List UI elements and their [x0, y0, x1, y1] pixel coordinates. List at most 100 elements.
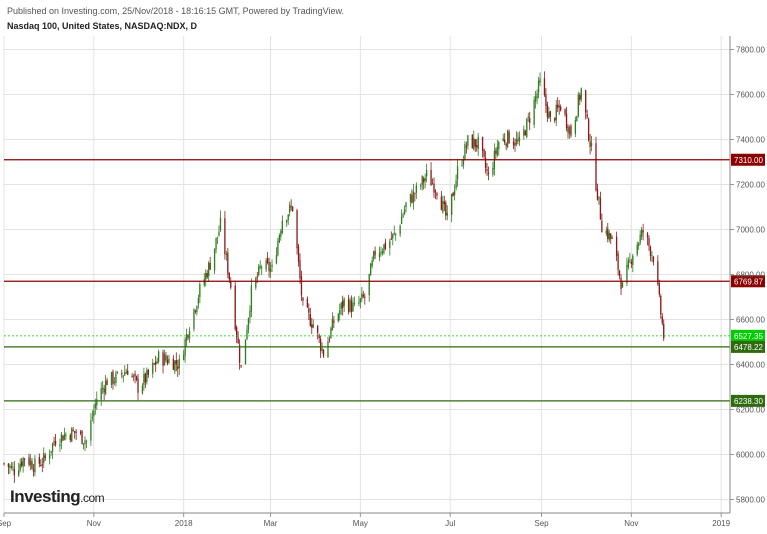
candle	[112, 369, 114, 390]
candle	[508, 129, 510, 144]
candle-body	[299, 260, 301, 279]
candle-body	[134, 373, 136, 376]
candle-body	[658, 283, 660, 295]
candle	[423, 176, 425, 190]
candle	[465, 141, 468, 154]
candle-body	[75, 431, 77, 433]
candle-body	[586, 114, 588, 118]
candle	[237, 331, 239, 344]
candle-body	[649, 246, 652, 256]
candle-body	[445, 202, 447, 216]
candle-body	[240, 365, 242, 367]
candle-body	[486, 169, 488, 171]
candle	[340, 301, 342, 315]
candle	[526, 117, 528, 139]
candle	[291, 206, 294, 212]
candle-body	[629, 259, 631, 261]
candle-body	[390, 238, 392, 240]
candle-body	[392, 233, 394, 239]
candle-body	[651, 255, 653, 257]
candle-body	[534, 96, 537, 102]
candle-body	[399, 225, 401, 235]
candle-body	[258, 265, 260, 276]
candle-body	[266, 258, 269, 263]
x-tick-label: May	[353, 519, 368, 528]
candle-body	[362, 294, 364, 297]
candle	[495, 147, 497, 161]
candle	[523, 125, 525, 140]
candle	[361, 287, 363, 303]
candle	[116, 371, 119, 375]
candle	[299, 253, 301, 284]
candle	[121, 369, 123, 379]
candle	[392, 233, 394, 246]
candle-body	[308, 308, 310, 313]
candle	[177, 359, 179, 377]
candle-body	[403, 209, 406, 214]
candle-body	[146, 370, 148, 382]
candle	[29, 454, 32, 471]
candle-body	[203, 279, 205, 286]
candle	[261, 264, 263, 276]
candle	[44, 452, 46, 461]
price-tag-label: 6527.35	[734, 332, 763, 341]
candle-body	[3, 463, 5, 465]
candle	[74, 431, 76, 439]
candle-body	[585, 90, 587, 113]
candle	[514, 138, 516, 152]
candle	[184, 336, 186, 363]
candle-body	[177, 366, 179, 370]
candle-body	[660, 296, 662, 315]
candle	[586, 109, 588, 119]
candle-body	[350, 300, 353, 312]
candle-body	[51, 443, 54, 452]
candle-body	[349, 299, 351, 312]
candle	[23, 457, 26, 467]
candle-body	[412, 191, 415, 203]
candle-body	[143, 373, 145, 386]
candle-body	[361, 293, 363, 300]
candle-body	[286, 220, 288, 223]
candle	[477, 132, 479, 157]
candle	[467, 134, 469, 150]
candle-body	[598, 196, 600, 199]
candle-body	[353, 302, 356, 304]
candle	[281, 215, 283, 235]
candle	[124, 365, 126, 377]
candle-body	[152, 362, 154, 374]
candle	[627, 257, 630, 270]
candle-body	[424, 178, 426, 181]
candle	[486, 163, 488, 177]
candle	[3, 462, 5, 466]
chart-title: Nasdaq 100, United States, NASDAQ:NDX, D	[7, 21, 198, 31]
candle	[590, 135, 593, 152]
candle	[399, 224, 401, 237]
candle-body	[182, 354, 185, 360]
candle-body	[568, 127, 571, 135]
candle-body	[565, 113, 568, 129]
candle-body	[465, 146, 468, 148]
candle-body	[577, 94, 579, 117]
candle-body	[589, 141, 591, 147]
candle	[286, 219, 288, 227]
candle-body	[21, 461, 23, 466]
candle-body	[339, 310, 341, 315]
price-tag-bg	[731, 340, 765, 353]
candle	[484, 150, 487, 174]
candle-body	[545, 94, 547, 106]
candle-body	[271, 264, 273, 268]
candle	[218, 225, 220, 237]
candle	[359, 297, 362, 309]
candle-body	[197, 298, 200, 305]
candle-body	[504, 139, 506, 143]
candle	[452, 191, 454, 197]
candle	[75, 428, 77, 441]
candle-body	[185, 334, 188, 341]
candle	[18, 462, 20, 478]
candle	[587, 117, 590, 142]
price-tag-label: 6238.30	[734, 397, 763, 406]
price-tag-label: 7310.00	[734, 156, 763, 165]
investing-logo: Investing.com	[10, 487, 105, 507]
candle	[524, 129, 526, 136]
candle-body	[607, 228, 609, 239]
